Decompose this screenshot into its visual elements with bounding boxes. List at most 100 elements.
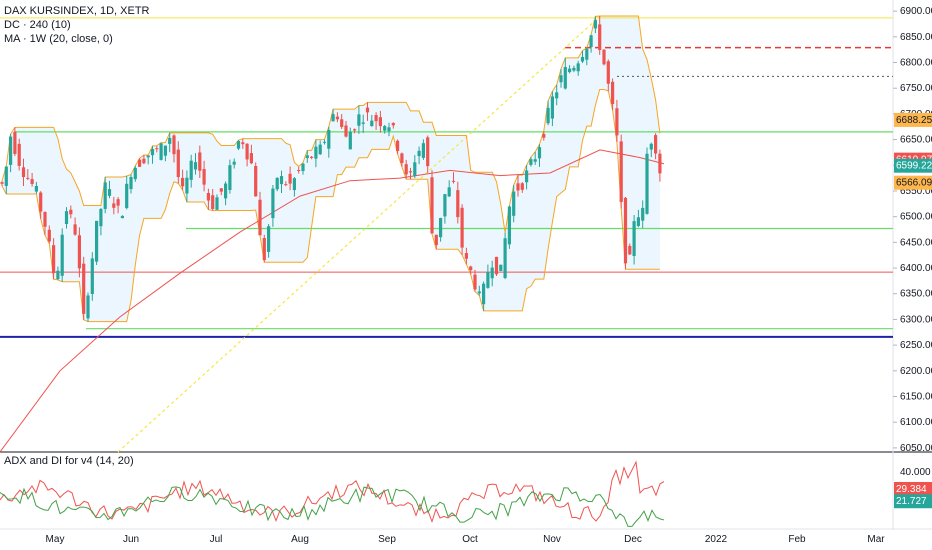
candle: [236, 140, 241, 151]
candle-body: [297, 170, 301, 172]
candle: [17, 138, 21, 171]
candle: [9, 133, 13, 173]
candle: [572, 65, 576, 73]
candle: [641, 200, 645, 229]
candle: [271, 185, 275, 227]
candle-body: [90, 258, 94, 294]
candle: [576, 60, 580, 76]
candle-body: [602, 49, 606, 65]
candle-body: [516, 183, 520, 191]
candle: [318, 140, 322, 155]
price-tick-label: 6900.000: [900, 6, 932, 17]
price-tick-label: 6500.000: [900, 212, 932, 223]
candle: [529, 157, 533, 167]
candle-body: [537, 147, 542, 159]
adx-di-plus-line: [0, 486, 665, 527]
candle-body: [365, 107, 370, 113]
candle-body: [314, 146, 318, 159]
badge-adx-green-text: 21.727: [896, 496, 927, 507]
grid: [0, 0, 932, 530]
candle-body: [396, 140, 400, 151]
badge-adx-red-bg: [894, 481, 932, 496]
donchian-legend[interactable]: DC · 240 (10): [4, 19, 71, 31]
candle-body: [150, 148, 155, 156]
candle: [125, 176, 129, 210]
candle-body: [224, 183, 228, 199]
candle-body: [589, 35, 593, 48]
candle-body: [249, 153, 253, 164]
ma-line: [0, 149, 665, 453]
candle: [439, 217, 443, 242]
candle: [456, 181, 460, 224]
candle: [473, 269, 477, 292]
price-tick-label: 6850.000: [900, 32, 932, 43]
candle-body: [60, 234, 64, 276]
candle: [512, 185, 516, 223]
candle-body: [370, 120, 374, 127]
candle: [598, 15, 602, 55]
candle: [159, 142, 163, 161]
candle-body: [146, 155, 150, 158]
time-axis-label: Jun: [123, 534, 139, 545]
candle-body: [168, 137, 172, 144]
candle-body: [335, 116, 339, 120]
candle: [378, 110, 382, 133]
candle: [56, 266, 60, 280]
candle-body: [374, 115, 378, 122]
candle: [593, 16, 597, 34]
candle-body: [636, 217, 640, 226]
candle-body: [563, 66, 567, 89]
candle: [26, 169, 30, 181]
candle: [370, 114, 374, 127]
candle: [21, 158, 26, 186]
badge-channel-low-bg: [894, 175, 932, 190]
candle-body: [120, 215, 124, 219]
badge-last-price-text: 6599.220: [896, 161, 932, 172]
candle-body: [417, 150, 421, 157]
candle: [494, 256, 499, 276]
candle-body: [292, 178, 296, 191]
donchian-channel: [1, 15, 661, 323]
badge-last-price-bg: [894, 158, 932, 173]
adx-title[interactable]: ADX and DI for v4 (14, 20): [4, 455, 134, 467]
candle: [112, 196, 116, 215]
price-tick-label: 6100.000: [900, 417, 932, 428]
candle-body: [211, 195, 215, 209]
ma-legend[interactable]: MA · 1W (20, close, 0): [4, 33, 113, 45]
candle: [348, 127, 352, 150]
candle: [568, 65, 572, 74]
candle-body: [447, 187, 451, 197]
candle-body: [202, 169, 206, 185]
candle: [400, 152, 404, 167]
candle-body: [391, 123, 395, 126]
candle-body: [30, 179, 34, 185]
candle: [658, 149, 662, 182]
candle: [537, 144, 542, 167]
candle: [396, 139, 400, 154]
candle: [490, 260, 494, 287]
candle-body: [628, 245, 632, 255]
candle: [430, 170, 434, 234]
price-tick-label: 6550.000: [900, 186, 932, 197]
time-axis-label: 2022: [705, 534, 728, 545]
candle: [288, 166, 292, 191]
candle-body: [615, 108, 619, 136]
adx-legend: ADX and DI for v4 (14, 20): [4, 455, 134, 467]
candle: [301, 162, 305, 175]
candle: [292, 176, 296, 197]
candle: [555, 84, 559, 106]
candle-body: [555, 92, 559, 99]
candle: [262, 234, 266, 263]
candle: [636, 209, 640, 228]
candle: [469, 265, 473, 275]
candle: [43, 211, 47, 236]
candle: [77, 227, 81, 278]
candle-body: [408, 171, 413, 173]
candle: [185, 170, 189, 202]
symbol-title[interactable]: DAX KURSINDEX, 1D, XETR: [4, 5, 150, 17]
candle: [64, 207, 69, 229]
candle-body: [172, 135, 176, 155]
candle: [228, 159, 232, 194]
candle-body: [585, 48, 589, 60]
